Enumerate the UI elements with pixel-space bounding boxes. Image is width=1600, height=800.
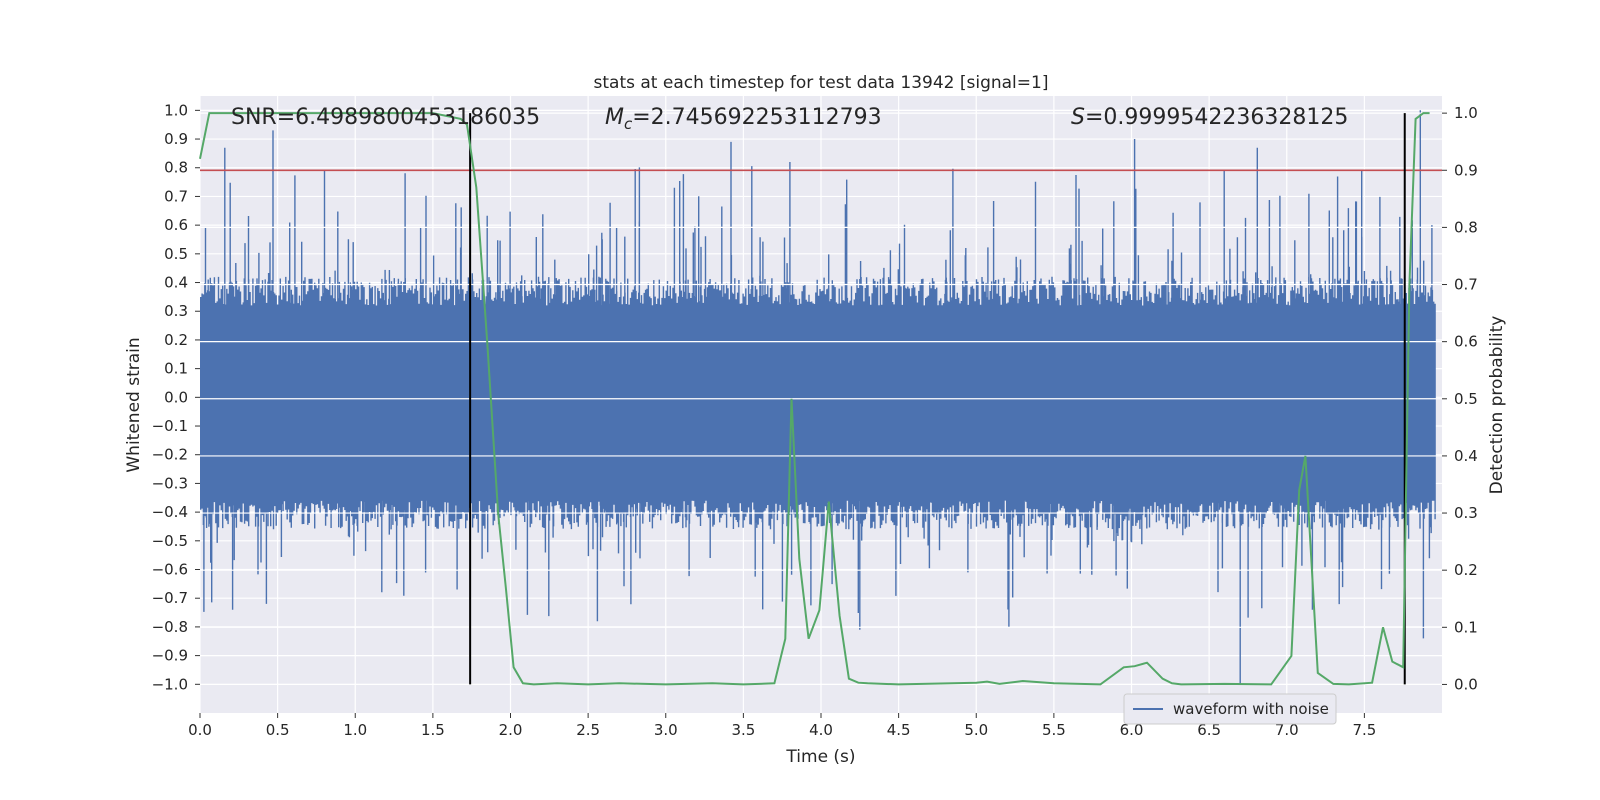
y-tick-label: 0.3 xyxy=(164,302,188,320)
y-axis-label: Whitened strain xyxy=(124,337,144,472)
detection-probability-line xyxy=(199,112,1430,686)
y-tick-label: −0.4 xyxy=(152,503,188,521)
y2-tick-label: 0.5 xyxy=(1454,390,1478,408)
x-tick-label: 7.5 xyxy=(1352,721,1376,739)
x-axis-ticks: 0.0 0.5 1.0 1.5 2.0 2.5 3.0 3.5 4.0 4.5 5.0 5.5 6.0 6… xyxy=(188,713,1376,739)
x-tick-label: 6.5 xyxy=(1197,721,1221,739)
y2-tick-label: 1.0 xyxy=(1454,104,1478,122)
x-tick-label: 3.0 xyxy=(654,721,678,739)
y-tick-label: −0.9 xyxy=(152,647,188,665)
x-tick-label: 0.5 xyxy=(266,721,290,739)
x-tick-label: 4.0 xyxy=(809,721,833,739)
x-tick-label: 0.0 xyxy=(188,721,212,739)
y-axis-ticks: 1.0 0.9 0.8 0.7 0.6 0.5 0.4 0.3 0.2 0.1 0.0 −0.1 −0.… xyxy=(152,101,200,693)
x-tick-label: 5.5 xyxy=(1042,721,1066,739)
chirp-mass-symbol: M xyxy=(605,105,624,130)
y-tick-label: 1.0 xyxy=(164,101,188,119)
y-tick-label: −0.5 xyxy=(152,532,188,550)
y2-tick-label: 0.0 xyxy=(1454,675,1478,693)
x-tick-label: 1.5 xyxy=(421,721,445,739)
legend: waveform with noise xyxy=(1123,693,1337,725)
snr-annotation: SNR=6.4989800453186035 xyxy=(231,105,540,130)
y2-tick-label: 0.9 xyxy=(1454,161,1478,179)
y-tick-label: 0.7 xyxy=(164,187,188,205)
x-tick-label: 6.0 xyxy=(1120,721,1144,739)
y2-tick-label: 0.4 xyxy=(1454,447,1478,465)
y2-axis-label: Detection probability xyxy=(1487,316,1507,495)
y2-tick-label: 0.6 xyxy=(1454,333,1478,351)
x-tick-label: 4.5 xyxy=(887,721,911,739)
y-tick-label: −0.6 xyxy=(152,561,188,579)
y2-axis-ticks: 1.0 0.9 0.8 0.7 0.6 0.5 0.4 0.3 0.2 0.1 0.0 xyxy=(1442,104,1478,693)
score-annotation: S=0.9999542236328125 xyxy=(1071,105,1348,130)
legend-box xyxy=(1123,693,1337,725)
y2-tick-label: 0.2 xyxy=(1454,561,1478,579)
y-tick-label: −0.2 xyxy=(152,446,188,464)
y-tick-label: −0.1 xyxy=(152,417,188,435)
y-tick-label: 0.5 xyxy=(164,245,188,263)
x-tick-label: 3.5 xyxy=(731,721,755,739)
y2-tick-label: 0.7 xyxy=(1454,276,1478,294)
y-tick-label: −0.7 xyxy=(152,589,188,607)
y-tick-label: 0.0 xyxy=(164,388,188,406)
x-tick-label: 2.0 xyxy=(499,721,523,739)
y-tick-label: 0.9 xyxy=(164,130,188,148)
y-tick-label: 0.1 xyxy=(164,360,188,378)
y2-tick-label: 0.3 xyxy=(1454,504,1478,522)
x-tick-label: 2.5 xyxy=(576,721,600,739)
y-tick-label: −0.8 xyxy=(152,618,188,636)
x-axis-label: Time (s) xyxy=(785,747,855,767)
y-tick-label: −1.0 xyxy=(152,675,188,693)
y-tick-label: 0.2 xyxy=(164,331,188,349)
legend-label: waveform with noise xyxy=(1173,700,1329,718)
x-tick-label: 5.0 xyxy=(964,721,988,739)
chirp-mass-value: =2.745692253112793 xyxy=(632,105,881,130)
chart-title: stats at each timestep for test data 139… xyxy=(594,73,1049,93)
score-symbol: S xyxy=(1071,105,1085,130)
y-tick-label: 0.4 xyxy=(164,274,188,292)
y-tick-label: 0.8 xyxy=(164,159,188,177)
score-value: =0.9999542236328125 xyxy=(1085,105,1348,130)
chirp-mass-annotation: Mc=2.745692253112793 xyxy=(605,105,882,133)
y2-tick-label: 0.1 xyxy=(1454,618,1478,636)
x-tick-label: 1.0 xyxy=(343,721,367,739)
y2-tick-label: 0.8 xyxy=(1454,218,1478,236)
x-tick-label: 7.0 xyxy=(1275,721,1299,739)
y-tick-label: −0.3 xyxy=(152,474,188,492)
y-tick-label: 0.6 xyxy=(164,216,188,234)
chirp-mass-subscript: c xyxy=(624,115,633,133)
